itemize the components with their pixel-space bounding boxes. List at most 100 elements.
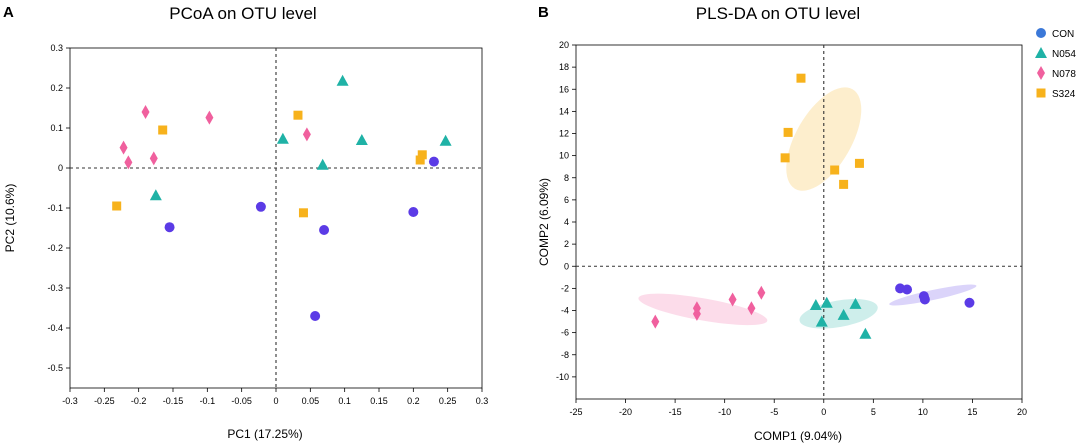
panel-a-y-tick-label: 0 <box>58 163 63 173</box>
panel-b-y-tick-label: -8 <box>561 350 569 360</box>
panel-b-point-s324 <box>839 179 849 189</box>
panel-b-point-n054 <box>859 327 872 339</box>
panel-b-point-n078 <box>747 301 756 316</box>
panel-b-y-tick-label: -4 <box>561 306 569 316</box>
panel-a-x-tick-label: -0.15 <box>163 396 184 406</box>
panel-a-point-n054 <box>336 74 349 86</box>
panel-a-x-tick-label: 0.3 <box>476 396 489 406</box>
panel-a-point-s324 <box>158 125 168 135</box>
panel-b-y-tick-label: 4 <box>564 217 569 227</box>
panel-a-x-tick-label: 0.2 <box>407 396 420 406</box>
panel-b-point-n054 <box>820 296 833 308</box>
legend-label-con: CON <box>1052 29 1074 40</box>
panel-a-point-n078 <box>149 151 158 166</box>
panel-b-point-s324 <box>783 127 793 137</box>
panel-b-point-n078 <box>692 306 701 321</box>
legend-label-n078: N078 <box>1052 69 1076 80</box>
panel-b-x-axis-title: COMP1 (9.04%) <box>754 429 842 443</box>
panel-a-point-n078 <box>302 127 311 142</box>
panel-b-letter: B <box>538 4 549 21</box>
panel-a-point-s324 <box>417 150 427 160</box>
panel-a-x-tick-label: -0.3 <box>62 396 78 406</box>
panel-a-letter: A <box>3 4 14 21</box>
panel-a-x-tick-label: -0.25 <box>94 396 115 406</box>
panel-a-x-tick-label: -0.1 <box>200 396 216 406</box>
panel-a-point-con <box>428 156 439 167</box>
panel-b-ellipse-con <box>889 284 977 306</box>
panel-a-y-tick-label: 0.3 <box>50 43 63 53</box>
panel-a-point-n078 <box>141 105 150 119</box>
legend-marker-n078 <box>1037 66 1045 80</box>
panel-a-y-tick-label: 0.2 <box>50 83 63 93</box>
panel-a-point-s324 <box>415 155 425 165</box>
panel-b-plot-frame <box>575 44 1023 400</box>
panel-a-point-s324 <box>293 110 303 120</box>
panel-a-y-tick-label: -0.4 <box>47 323 63 333</box>
panel-a-point-con <box>164 222 175 233</box>
panel-b-point-s324 <box>854 158 864 168</box>
panel-b-point-n054 <box>837 308 850 320</box>
panel-b-point-con <box>919 294 930 305</box>
panel-b-y-tick-label: 2 <box>564 239 569 249</box>
panel-b-ellipse-s324 <box>786 87 862 191</box>
panel-a-point-n078 <box>119 140 128 155</box>
panel-a-y-tick-label: -0.3 <box>47 283 63 293</box>
panel-b-point-n078 <box>757 285 766 300</box>
panel-a-y-tick-label: -0.5 <box>47 363 63 373</box>
panel-b-point-n078 <box>651 314 660 329</box>
panel-b-point-n078 <box>728 292 737 307</box>
panel-b-y-axis-title: COMP2 (6.09%) <box>537 178 551 266</box>
panel-b-ellipse-n054 <box>799 299 878 329</box>
panel-a-y-axis-title: PC2 (10.6%) <box>3 184 17 253</box>
panel-b-x-tick-label: -25 <box>569 407 582 417</box>
panel-b-point-con <box>902 284 913 295</box>
panel-a-point-con <box>408 207 419 217</box>
panel-a-point-n054 <box>316 158 329 170</box>
panel-b-x-tick-label: 20 <box>1017 407 1027 417</box>
panel-b-x-tick-label: 15 <box>967 407 977 417</box>
panel-b-x-tick-label: 0 <box>821 407 826 417</box>
panel-b-point-n054 <box>809 298 822 310</box>
panel-b-ellipse-n078 <box>638 293 768 326</box>
panel-b-y-tick-label: 8 <box>564 173 569 183</box>
panel-a: A PCoA on OTU level -0.3 -0.25 -0.2 -0.15 -0… <box>3 4 488 441</box>
panel-a-x-tick-label: 0 <box>273 396 278 406</box>
panel-a-point-n078 <box>205 110 214 125</box>
legend-marker-con <box>1036 28 1046 38</box>
panel-b-point-con <box>964 297 975 308</box>
panel-b-point-n054 <box>849 297 862 309</box>
panel-b-x-tick-label: 5 <box>871 407 876 417</box>
panel-b-point-s324 <box>796 73 806 83</box>
legend: CON N054 N078 S324 <box>1035 28 1076 100</box>
panel-a-y-tick-label: 0.1 <box>50 123 63 133</box>
panel-a-point-con <box>255 201 266 212</box>
panel-b-y-tick-label: -6 <box>561 328 569 338</box>
legend-label-n054: N054 <box>1052 49 1076 60</box>
panel-b-point-n054 <box>815 315 828 327</box>
panel-a-point-con <box>310 311 321 321</box>
panel-b-y-tick-label: 16 <box>559 84 569 94</box>
panel-a-point-n078 <box>124 155 133 170</box>
panel-b-x-tick-label: -5 <box>770 407 778 417</box>
panel-b-x-tick-label: -20 <box>619 407 632 417</box>
panel-b-y-tick-label: 12 <box>559 129 569 139</box>
panel-b-y-tick-label: -2 <box>561 283 569 293</box>
panel-a-point-n054 <box>276 132 289 144</box>
panel-b-y-tick-label: -10 <box>556 372 569 382</box>
panel-b-y-tick-label: 18 <box>559 62 569 72</box>
panel-b-title: PLS-DA on OTU level <box>696 4 860 23</box>
panel-a-point-n054 <box>355 134 368 145</box>
panel-a-x-tick-label: -0.2 <box>131 396 147 406</box>
legend-marker-s324 <box>1036 88 1046 98</box>
panel-b-x-tick-label: -10 <box>718 407 731 417</box>
panel-a-x-tick-label: -0.05 <box>231 396 252 406</box>
panel-a-point-n054 <box>149 189 162 201</box>
legend-marker-n054 <box>1035 47 1047 58</box>
panel-b-x-tick-label: 10 <box>918 407 928 417</box>
panel-a-x-tick-label: 0.1 <box>338 396 351 406</box>
panel-b-y-tick-label: 6 <box>564 195 569 205</box>
panel-a-x-tick-label: 0.15 <box>370 396 388 406</box>
panel-b-y-tick-label: 10 <box>559 151 569 161</box>
panel-a-x-tick-label: 0.05 <box>302 396 320 406</box>
